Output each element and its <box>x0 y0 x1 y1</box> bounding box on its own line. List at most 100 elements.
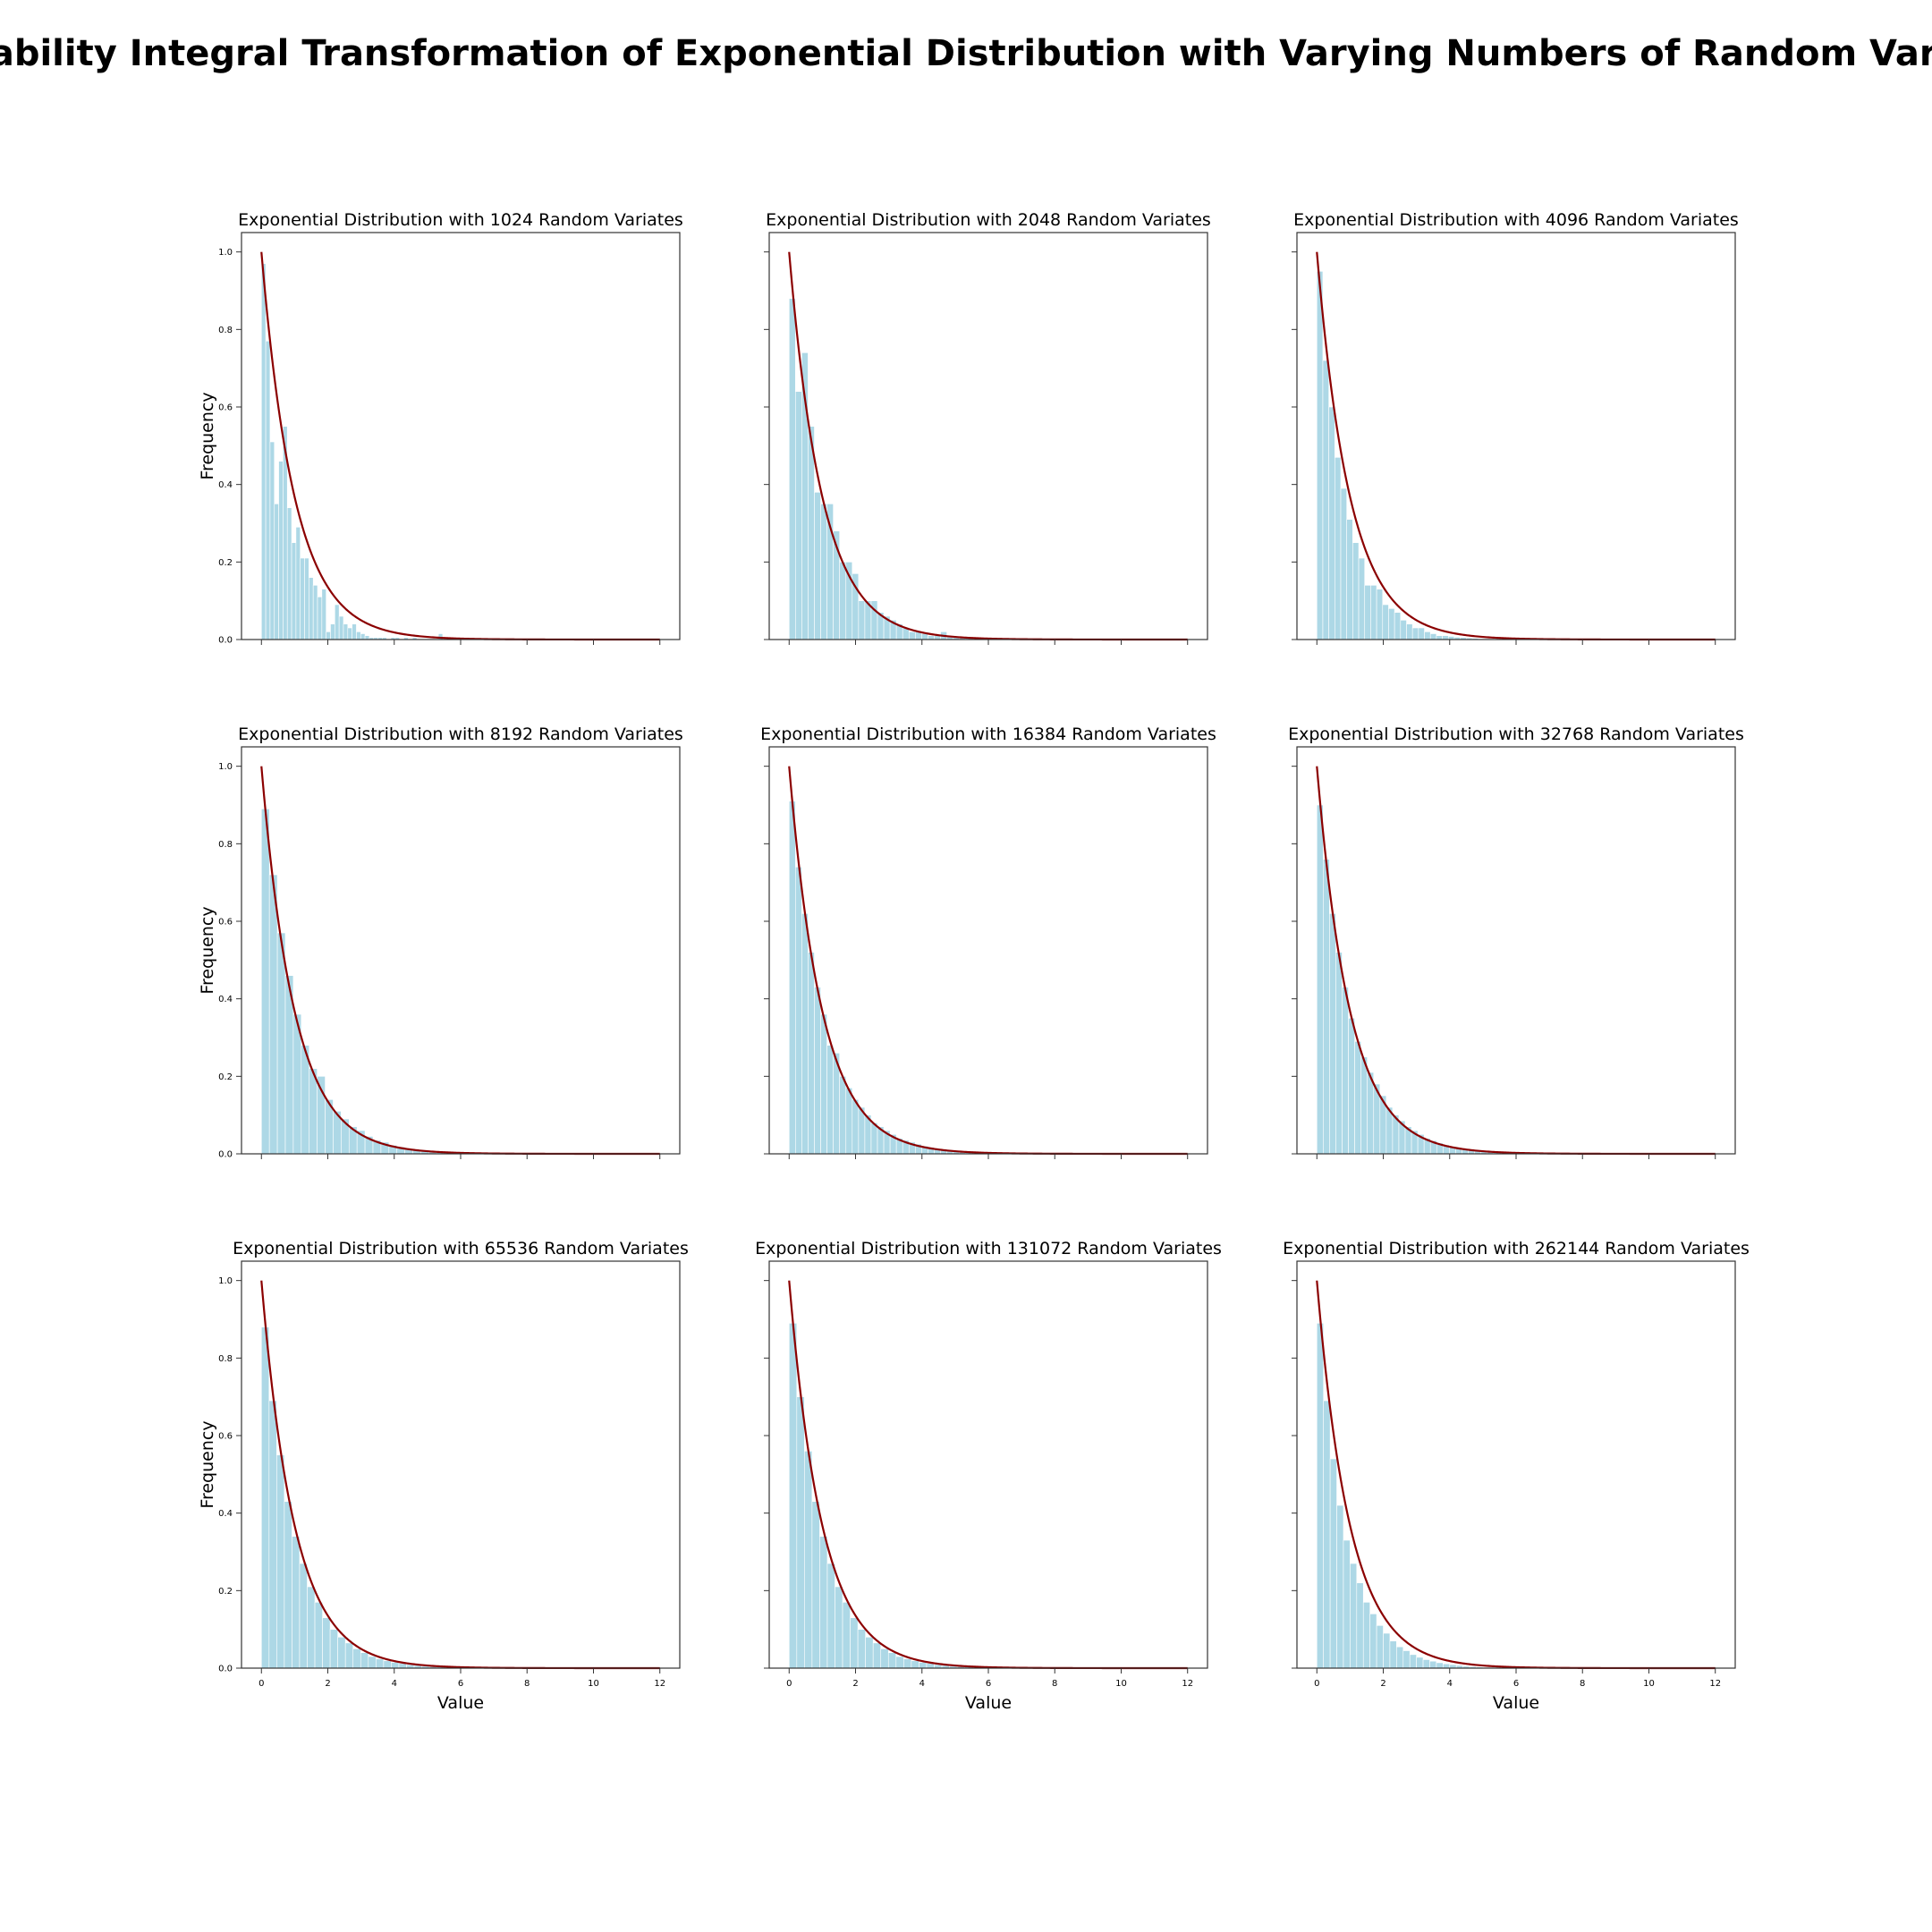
histogram-bar <box>795 391 802 640</box>
x-tick-label: 0 <box>258 1679 264 1689</box>
histogram-bar <box>343 623 349 640</box>
histogram-bar <box>383 1660 392 1669</box>
subplot-title: Exponential Distribution with 65536 Rand… <box>233 1239 689 1258</box>
x-tick-label: 8 <box>1052 1679 1057 1689</box>
histogram-bar <box>307 1586 316 1669</box>
histogram-bar <box>1376 1625 1384 1669</box>
histogram-bar <box>337 1637 346 1669</box>
histogram-bar <box>835 1586 843 1669</box>
histogram-bar <box>1329 913 1336 1155</box>
histogram-bar <box>845 1088 853 1155</box>
histogram-bar <box>1400 620 1407 640</box>
histogram-bar <box>1382 604 1389 640</box>
subplot-title: Exponential Distribution with 262144 Ran… <box>1283 1239 1750 1258</box>
subplot-8: 0 2 4 6 8 10 12 Exponential Distribution with 1… <box>755 1239 1222 1713</box>
histogram-bar <box>338 615 344 640</box>
histogram-bar <box>1394 612 1402 640</box>
histogram-bar <box>304 557 309 640</box>
subplot-6: Exponential Distribution with 32768 Rand… <box>1288 724 1744 1159</box>
histogram-bar <box>895 1656 904 1669</box>
histogram-bar <box>1396 1646 1404 1669</box>
histogram-bar <box>1335 952 1343 1155</box>
histogram-bar <box>811 1501 820 1669</box>
histogram-bar <box>1402 1650 1411 1669</box>
y-tick-label: 1.0 <box>218 248 233 258</box>
histogram-bar <box>364 635 370 640</box>
subplot-title: Exponential Distribution with 16384 Rand… <box>760 724 1216 744</box>
histogram-bar <box>1348 1018 1355 1155</box>
x-tick-label: 12 <box>1182 1679 1193 1689</box>
histogram-bar <box>352 623 357 640</box>
y-tick-label: 0.2 <box>218 558 233 568</box>
histogram-bar <box>820 1013 827 1155</box>
histogram-bar <box>352 1648 361 1669</box>
x-axis-label: Value <box>965 1693 1012 1713</box>
figure-suptitle: Probability Integral Transformation of E… <box>0 33 1932 74</box>
histogram-bar <box>260 1326 270 1669</box>
histogram-bar <box>870 1123 878 1155</box>
y-tick-label: 0.6 <box>218 403 233 413</box>
histogram-bar <box>1323 859 1330 1155</box>
histogram-bar <box>814 987 821 1155</box>
histogram-bar <box>921 633 928 640</box>
histogram-bar <box>926 1663 935 1669</box>
x-axis-label: Value <box>1493 1693 1539 1713</box>
y-tick-label: 0.0 <box>218 1665 233 1674</box>
histogram-bar <box>1323 1400 1331 1669</box>
histogram-bar <box>1328 406 1335 640</box>
histogram-bar <box>284 1501 292 1669</box>
y-axis-label: Frequency <box>198 1420 217 1508</box>
y-tick-label: 0.4 <box>218 480 233 490</box>
histogram-bar <box>1336 1504 1344 1669</box>
y-tick-label: 1.0 <box>218 1276 233 1286</box>
histogram-bar <box>299 1563 308 1669</box>
pdf-curve <box>1316 1280 1716 1670</box>
histogram-bar <box>292 1536 301 1669</box>
histogram-bar <box>368 1656 377 1669</box>
histogram-bar <box>1316 804 1324 1155</box>
histogram-bar <box>1322 360 1329 640</box>
histogram-bar <box>317 597 323 640</box>
subplot-1: 0.0 0.2 0.4 0.6 0.8 1.0 Exponential Distributi… <box>198 210 683 646</box>
y-tick-label: 0.0 <box>218 1150 233 1160</box>
histogram-bar <box>911 1660 919 1669</box>
x-tick-label: 6 <box>458 1679 463 1689</box>
x-tick-label: 12 <box>654 1679 665 1689</box>
histogram-bar <box>309 1068 318 1155</box>
x-tick-label: 6 <box>1513 1679 1519 1689</box>
histogram-bar <box>1389 1640 1397 1669</box>
x-tick-label: 6 <box>986 1679 991 1689</box>
histogram-bar <box>1442 635 1449 640</box>
histogram-bar <box>1360 1056 1368 1155</box>
histogram-bar <box>788 298 796 640</box>
subplot-3: Exponential Distribution with 4096 Rando… <box>1292 210 1739 645</box>
pdf-curve <box>260 251 660 641</box>
x-tick-label: 8 <box>524 1679 530 1689</box>
histogram-bar <box>1343 1539 1351 1669</box>
histogram-bar <box>919 1662 928 1669</box>
histogram-bar <box>850 1617 859 1669</box>
histogram-bar <box>839 1076 847 1155</box>
histogram-bar <box>908 631 916 640</box>
histogram-bar <box>1416 1657 1424 1669</box>
histogram-bar <box>376 1658 385 1669</box>
histogram-bar <box>291 542 297 640</box>
x-tick-label: 10 <box>1115 1679 1127 1689</box>
y-tick-label: 0.8 <box>218 840 233 850</box>
x-axis-label: Value <box>437 1693 484 1713</box>
histogram-bar <box>1411 627 1419 640</box>
histogram-bar <box>928 635 935 640</box>
histogram-bar <box>360 633 366 640</box>
subplot-9: 0 2 4 6 8 10 12 Exponential Distribution with 2… <box>1283 1239 1750 1713</box>
histogram-bar <box>1352 542 1360 640</box>
y-tick-label: 0.0 <box>218 636 233 646</box>
x-tick-label: 8 <box>1580 1679 1585 1689</box>
histogram-bar <box>1383 1632 1391 1669</box>
histogram-bar <box>826 1045 834 1155</box>
histogram-bar <box>839 562 847 640</box>
subplot-title: Exponential Distribution with 1024 Rando… <box>238 210 683 230</box>
y-tick-label: 0.8 <box>218 1354 233 1364</box>
x-tick-label: 4 <box>392 1679 397 1689</box>
subplot-7: 0 2 4 6 8 10 12 0.0 0.2 0.4 0.6 0.8 1.0 Exponential D… <box>198 1239 689 1713</box>
histogram-bar <box>269 441 275 640</box>
